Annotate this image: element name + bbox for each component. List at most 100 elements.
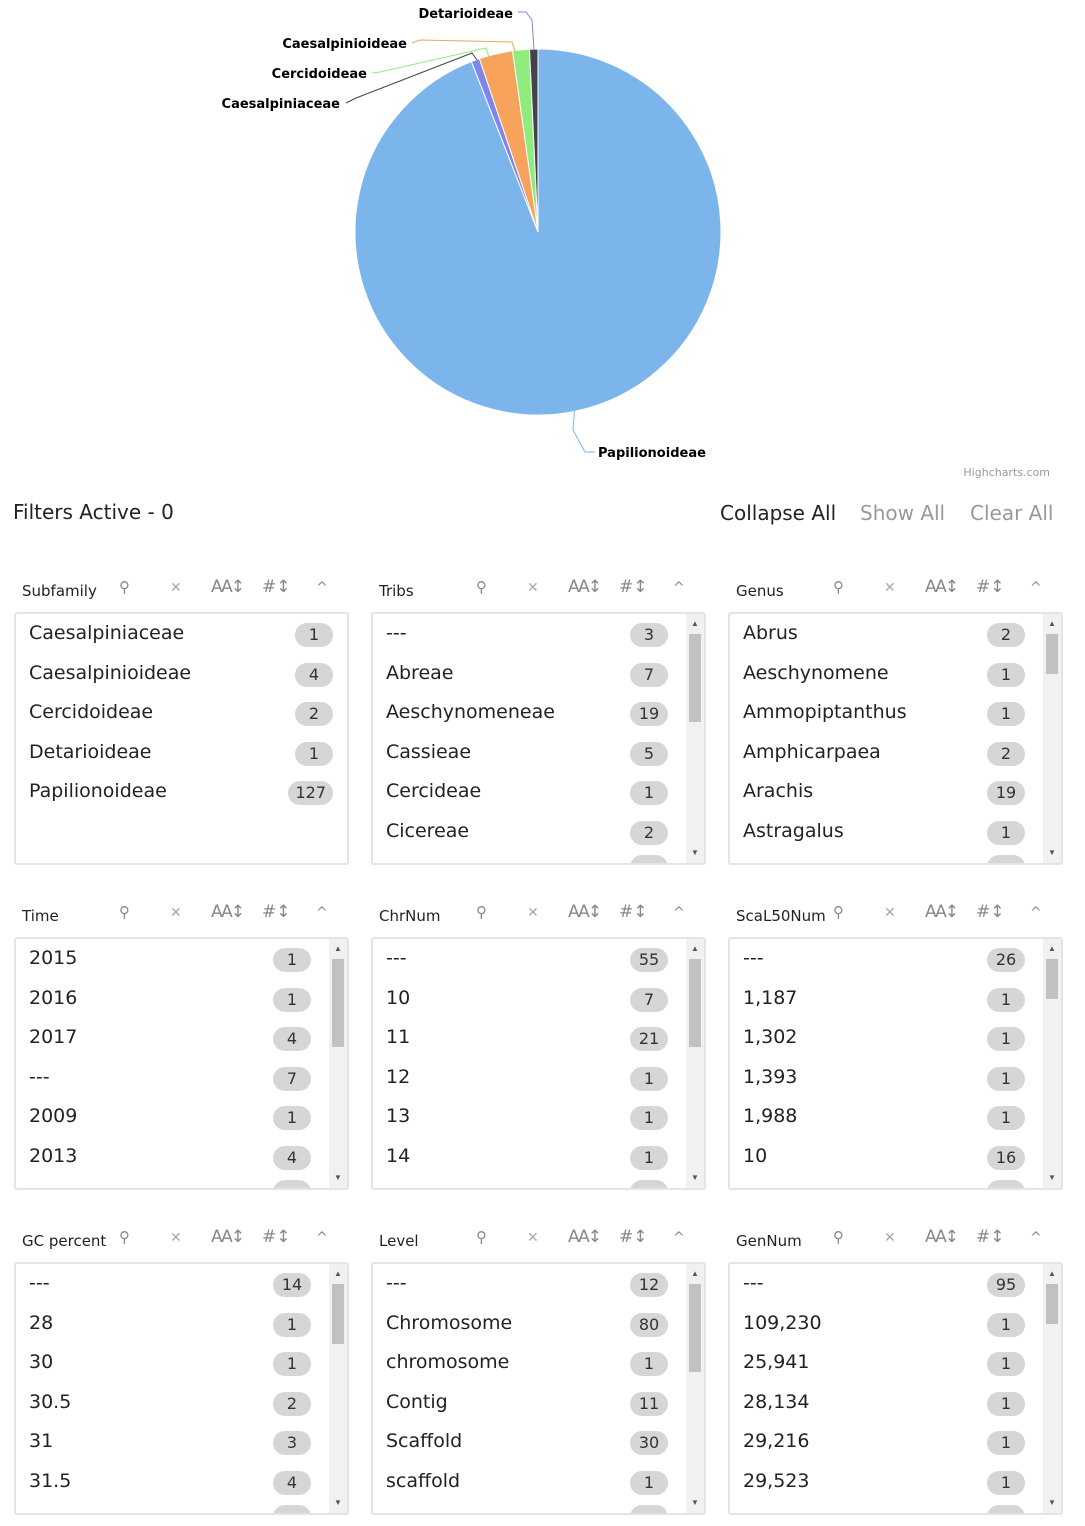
scroll-down-arrow-icon[interactable]: ▼: [1048, 1498, 1056, 1507]
facet-item[interactable]: Aeschynomeneae 19: [373, 693, 704, 733]
collapse-icon[interactable]: ^: [316, 1230, 328, 1246]
facet-item[interactable]: 30.5 2: [16, 1383, 347, 1423]
facet-item[interactable]: 14 1: [373, 1137, 704, 1177]
clear-filter-icon[interactable]: ✕: [884, 905, 896, 921]
facet-item[interactable]: --- 95: [730, 1264, 1061, 1304]
clear-filter-icon[interactable]: ✕: [884, 580, 896, 596]
collapse-icon[interactable]: ^: [316, 580, 328, 596]
sort-count-icon[interactable]: #↕: [976, 902, 1005, 922]
scroll-thumb[interactable]: [332, 959, 344, 1047]
facet-scrollbar[interactable]: ▲ ▼: [1043, 939, 1061, 1188]
facet-scrollbar[interactable]: ▲ ▼: [686, 1264, 704, 1513]
facet-item[interactable]: 12 1: [373, 1058, 704, 1098]
scroll-up-arrow-icon[interactable]: ▲: [691, 1269, 699, 1278]
facet-item[interactable]: 1,187 1: [730, 979, 1061, 1019]
scroll-up-arrow-icon[interactable]: ▲: [334, 1269, 342, 1278]
scroll-thumb[interactable]: [1046, 959, 1058, 999]
facet-item[interactable]: Caesalpiniaceae 1: [16, 614, 347, 654]
facet-item[interactable]: 10 16: [730, 1137, 1061, 1177]
facet-item[interactable]: 2015 1: [16, 939, 347, 979]
sort-alpha-icon[interactable]: AA↕: [211, 902, 245, 922]
facet-item[interactable]: 1,988 1: [730, 1097, 1061, 1137]
collapse-icon[interactable]: ^: [673, 905, 685, 921]
search-icon[interactable]: ⚲: [119, 903, 130, 921]
clear-filter-icon[interactable]: ✕: [170, 580, 182, 596]
facet-scrollbar[interactable]: ▲ ▼: [686, 939, 704, 1188]
search-icon[interactable]: ⚲: [476, 578, 487, 596]
facet-item[interactable]: Caesalpinioideae 4: [16, 654, 347, 694]
scroll-thumb[interactable]: [332, 1284, 344, 1344]
facet-item[interactable]: --- 26: [730, 939, 1061, 979]
facet-list-box[interactable]: 2015 1 2016 1 2017 4 --- 7 2009 1 2013 4 ▲ ▼: [14, 937, 349, 1190]
facet-item[interactable]: 1,393 1: [730, 1058, 1061, 1098]
facet-item[interactable]: 2009 1: [16, 1097, 347, 1137]
facet-list-box[interactable]: --- 26 1,187 1 1,302 1 1,393 1 1,988 1 10 16 ▲ ▼: [728, 937, 1063, 1190]
collapse-icon[interactable]: ^: [673, 580, 685, 596]
facet-scrollbar[interactable]: ▲ ▼: [329, 1264, 347, 1513]
facet-item[interactable]: 1,302 1: [730, 1018, 1061, 1058]
scroll-thumb[interactable]: [1046, 634, 1058, 674]
clear-filter-icon[interactable]: ✕: [884, 1230, 896, 1246]
facet-item[interactable]: 28,134 1: [730, 1383, 1061, 1423]
collapse-icon[interactable]: ^: [316, 905, 328, 921]
sort-alpha-icon[interactable]: AA↕: [568, 1227, 602, 1247]
facet-item[interactable]: Cercideae 1: [373, 772, 704, 812]
facet-item[interactable]: Abreae 7: [373, 654, 704, 694]
sort-alpha-icon[interactable]: AA↕: [925, 577, 959, 597]
scroll-down-arrow-icon[interactable]: ▼: [1048, 848, 1056, 857]
search-icon[interactable]: ⚲: [833, 578, 844, 596]
facet-scrollbar[interactable]: ▲ ▼: [686, 614, 704, 863]
scroll-thumb[interactable]: [1046, 1284, 1058, 1324]
sort-alpha-icon[interactable]: AA↕: [211, 577, 245, 597]
facet-item[interactable]: 30 1: [16, 1343, 347, 1383]
search-icon[interactable]: ⚲: [833, 1228, 844, 1246]
scroll-thumb[interactable]: [689, 959, 701, 1047]
facet-item[interactable]: 109,230 1: [730, 1304, 1061, 1344]
facet-item[interactable]: Aeschynomene 1: [730, 654, 1061, 694]
facet-item[interactable]: Scaffold 30: [373, 1422, 704, 1462]
scroll-down-arrow-icon[interactable]: ▼: [334, 1173, 342, 1182]
sort-count-icon[interactable]: #↕: [619, 1227, 648, 1247]
facet-item[interactable]: 31.5 4: [16, 1462, 347, 1502]
collapse-icon[interactable]: ^: [1030, 580, 1042, 596]
facet-item[interactable]: Detarioideae 1: [16, 733, 347, 773]
facet-list-box[interactable]: --- 3 Abreae 7 Aeschynomeneae 19 Cassieae 5 Cerc…: [371, 612, 706, 865]
facet-item[interactable]: --- 12: [373, 1264, 704, 1304]
facet-list-box[interactable]: --- 95 109,230 1 25,941 1 28,134 1 29,216 1 29,523…: [728, 1262, 1063, 1515]
facet-item[interactable]: Abrus 2: [730, 614, 1061, 654]
collapse-all-button[interactable]: Collapse All: [720, 501, 837, 525]
clear-filter-icon[interactable]: ✕: [527, 1230, 539, 1246]
sort-count-icon[interactable]: #↕: [619, 577, 648, 597]
clear-filter-icon[interactable]: ✕: [527, 905, 539, 921]
scroll-up-arrow-icon[interactable]: ▲: [1048, 619, 1056, 628]
facet-item[interactable]: Cercidoideae 2: [16, 693, 347, 733]
chart-credits[interactable]: Highcharts.com: [963, 466, 1050, 479]
facet-item[interactable]: Cicereae 2: [373, 812, 704, 852]
facet-item[interactable]: 28 1: [16, 1304, 347, 1344]
facet-scrollbar[interactable]: ▲ ▼: [1043, 614, 1061, 863]
scroll-thumb[interactable]: [689, 1284, 701, 1372]
facet-item[interactable]: Astragalus 1: [730, 812, 1061, 852]
facet-item[interactable]: Ammopiptanthus 1: [730, 693, 1061, 733]
facet-item[interactable]: 13 1: [373, 1097, 704, 1137]
facet-list-box[interactable]: --- 55 10 7 11 21 12 1 13 1 14 1 ▲ ▼: [371, 937, 706, 1190]
search-icon[interactable]: ⚲: [833, 903, 844, 921]
facet-list-box[interactable]: Caesalpiniaceae 1 Caesalpinioideae 4 Cercido…: [14, 612, 349, 865]
scroll-up-arrow-icon[interactable]: ▲: [691, 619, 699, 628]
facet-item[interactable]: Contig 11: [373, 1383, 704, 1423]
sort-count-icon[interactable]: #↕: [976, 577, 1005, 597]
search-icon[interactable]: ⚲: [476, 1228, 487, 1246]
facet-item[interactable]: 29,523 1: [730, 1462, 1061, 1502]
sort-count-icon[interactable]: #↕: [262, 1227, 291, 1247]
sort-count-icon[interactable]: #↕: [976, 1227, 1005, 1247]
facet-item[interactable]: --- 14: [16, 1264, 347, 1304]
facet-item[interactable]: 2017 4: [16, 1018, 347, 1058]
scroll-down-arrow-icon[interactable]: ▼: [691, 1173, 699, 1182]
clear-filter-icon[interactable]: ✕: [170, 1230, 182, 1246]
facet-scrollbar[interactable]: ▲ ▼: [329, 939, 347, 1188]
sort-count-icon[interactable]: #↕: [262, 577, 291, 597]
facet-scrollbar[interactable]: ▲ ▼: [1043, 1264, 1061, 1513]
facet-list-box[interactable]: --- 14 28 1 30 1 30.5 2 31 3 31.5 4 ▲ ▼: [14, 1262, 349, 1515]
sort-count-icon[interactable]: #↕: [262, 902, 291, 922]
facet-item[interactable]: Chromosome 80: [373, 1304, 704, 1344]
